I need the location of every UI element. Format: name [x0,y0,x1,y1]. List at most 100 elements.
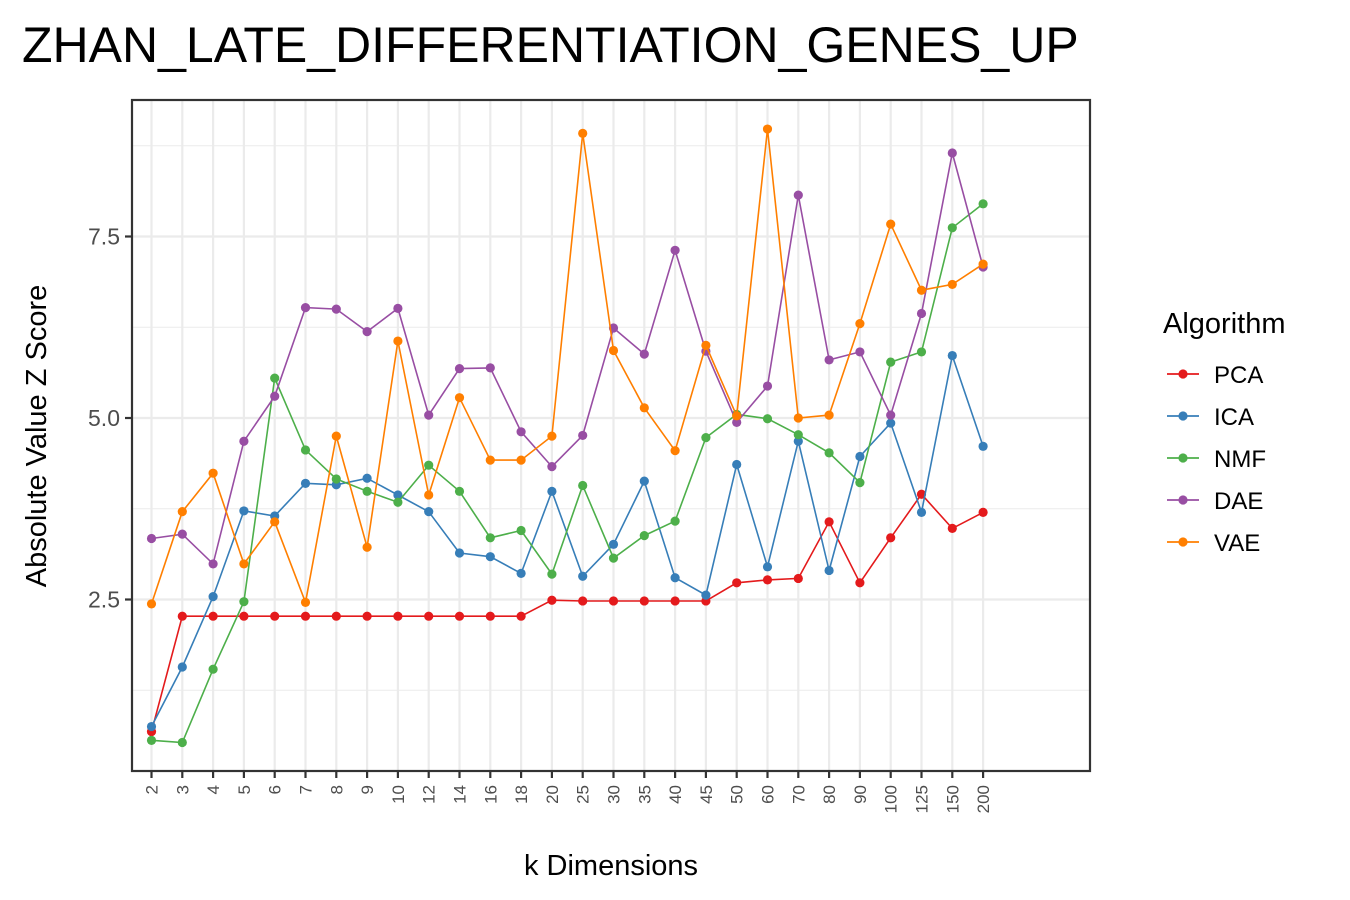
series-lines [146,124,988,748]
data-point-dae [270,391,280,401]
data-point-pca [824,517,834,527]
data-point-ica [762,562,773,572]
data-point-dae [793,190,803,200]
x-tick-label: 2 [143,785,162,794]
legend-label: PCA [1214,362,1263,389]
x-tick-label: 9 [358,785,377,794]
x-tick-label: 40 [666,785,685,804]
data-point-vae [239,559,249,569]
x-tick-label: 80 [820,785,839,804]
data-point-nmf [916,347,927,357]
data-point-nmf [978,199,988,209]
data-point-nmf [886,357,896,367]
data-point-vae [947,279,957,290]
x-tick-label: 25 [574,785,593,804]
data-point-nmf [670,516,680,526]
data-point-nmf [547,569,557,579]
data-point-nmf [793,430,803,440]
data-point-nmf [146,735,157,745]
data-point-vae [177,507,187,517]
x-tick-label: 70 [789,785,808,804]
data-point-pca [947,523,957,533]
x-tick-label: 60 [759,785,778,804]
data-point-vae [146,599,157,609]
series-line-ica [150,352,984,727]
data-point-pca [300,611,311,621]
y-tick-label: 2.5 [88,587,120,613]
data-point-vae [270,517,280,527]
data-point-ica [701,590,711,600]
x-tick-label: 16 [481,785,500,804]
data-point-pca [454,611,465,621]
data-point-pca [208,611,218,621]
data-point-dae [485,363,495,373]
data-point-vae [362,542,372,552]
data-point-ica [793,436,803,446]
data-point-ica [177,662,187,672]
data-point-pca [331,611,341,621]
legend-key-point [1178,411,1188,421]
x-axis: 2 3 4 5 6 7 8 9 10 12 14 16 18 20 25 30 35 40 45 50 60 70 80 90… [143,771,993,813]
data-point-pca [424,611,434,621]
x-tick-label: 20 [543,785,562,804]
data-point-ica [824,565,834,576]
data-point-dae [547,462,557,472]
data-point-ica [947,350,957,361]
data-point-dae [886,410,896,420]
data-point-dae [762,381,773,391]
data-point-vae [393,336,403,346]
legend-key-point [1178,537,1188,547]
x-tick-label: 100 [882,785,901,813]
data-point-ica [916,507,927,517]
data-point-ica [547,486,557,496]
data-point-vae [824,410,834,420]
data-point-ica [362,473,372,483]
data-point-vae [762,124,773,134]
data-point-dae [670,245,680,255]
data-point-ica [578,571,588,581]
legend-item-pca: PCA [1167,362,1263,389]
x-tick-label: 200 [974,785,993,813]
y-tick-label: 7.5 [88,224,120,250]
data-point-ica [732,459,742,470]
data-point-vae [732,411,742,421]
data-point-pca [393,611,403,621]
series-ica [146,350,988,732]
legend-label: ICA [1214,404,1254,431]
data-point-vae [424,490,434,500]
x-axis-title: k Dimensions [524,850,698,882]
data-point-nmf [855,478,865,488]
data-point-dae [393,303,403,313]
data-point-vae [916,285,927,295]
series-line-vae [150,129,984,606]
data-point-dae [639,349,649,359]
data-point-nmf [578,480,588,491]
data-point-nmf [239,597,249,607]
data-point-ica [886,418,896,428]
data-point-ica [670,573,680,583]
legend-item-ica: ICA [1167,404,1254,431]
data-point-nmf [824,448,834,458]
data-point-vae [978,259,988,269]
legend-item-dae: DAE [1167,488,1263,515]
data-point-nmf [516,525,526,536]
legend-key-point [1178,495,1188,505]
data-point-dae [454,364,465,374]
legend-label: VAE [1214,530,1260,557]
data-point-ica [146,721,157,732]
x-tick-label: 6 [266,785,285,794]
x-tick-label: 18 [512,785,531,804]
data-point-pca [516,611,526,621]
data-point-vae [639,403,649,413]
data-point-nmf [177,737,187,748]
series-line-nmf [151,203,984,744]
legend-item-nmf: NMF [1167,446,1266,473]
data-point-vae [855,319,865,329]
data-point-pca [886,533,896,543]
data-point-vae [701,340,711,350]
data-point-ica [454,548,465,558]
data-point-vae [608,345,619,356]
x-tick-label: 3 [173,785,192,794]
data-point-ica [424,507,434,517]
